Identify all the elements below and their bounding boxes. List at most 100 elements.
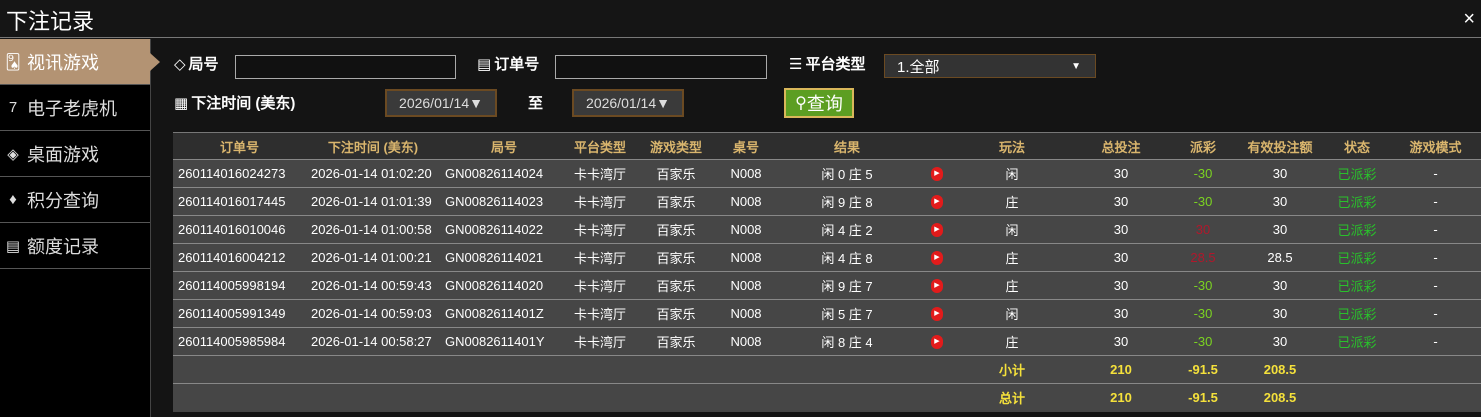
column-header: 有效投注额 [1236,132,1324,160]
empty-cell [1390,383,1481,412]
payout: 30 [1170,215,1236,244]
valid-bet: 30 [1236,271,1324,300]
replay-cell: ▶ [922,243,952,272]
clipboard-icon: ▤ [477,55,492,73]
to-label: 至 [528,95,544,112]
empty-cell [568,355,632,384]
round-id: GN00826114021 [440,243,568,272]
table-row: 260114016017445 2026-01-14 01:01:39 GN0082… [173,187,1481,216]
sidebar-item-0[interactable]: 🂩 视讯游戏 [0,39,160,85]
sidebar-item-3[interactable]: ♦ 积分查询 [0,177,150,223]
date-to-picker[interactable]: 2026/01/14▼ [572,89,684,117]
payout: -30 [1170,327,1236,356]
game-mode: - [1390,243,1481,272]
column-header: 结果 [772,132,922,160]
status: 已派彩 [1324,215,1390,244]
empty-cell [772,383,922,412]
sidebar-item-label: 桌面游戏 [27,144,99,165]
document-icon: ▤ [5,237,21,255]
video-play-icon[interactable]: ▶ [931,195,943,210]
empty-cell [440,355,568,384]
empty-cell [173,383,306,412]
sidebar-item-label: 积分查询 [27,190,99,211]
replay-cell: ▶ [922,327,952,356]
bet-type: 庄 [952,243,1072,272]
bet-type: 庄 [952,187,1072,216]
close-icon[interactable]: × [1463,8,1475,30]
bet-type: 闲 [952,299,1072,328]
column-header: 局号 [440,132,568,160]
sidebar-item-1[interactable]: 7 电子老虎机 [0,85,150,131]
empty-cell [922,383,952,412]
total-bet: 30 [1072,299,1170,328]
column-header: 下注时间 (美东) [306,132,440,160]
result: 闲 5 庄 7 [772,299,922,328]
sidebar-item-2[interactable]: ◈ 桌面游戏 [0,131,150,177]
column-header: 平台类型 [568,132,632,160]
empty-cell [568,383,632,412]
platform: 卡卡湾厅 [568,243,632,272]
empty-cell [720,355,772,384]
game-type: 百家乐 [632,159,720,188]
query-button[interactable]: ⚲ 查询 [784,88,854,118]
subtotal-valid-bet: 208.5 [1236,355,1324,384]
payout: -30 [1170,299,1236,328]
video-play-icon[interactable]: ▶ [931,279,943,294]
order-id: 260114005985984 [173,327,306,356]
replay-cell: ▶ [922,187,952,216]
empty-cell [440,383,568,412]
bet-time: 2026-01-14 01:00:58 [306,215,440,244]
tag-icon: ◇ [174,55,186,73]
valid-bet: 30 [1236,215,1324,244]
video-play-icon[interactable]: ▶ [931,307,943,322]
column-header: 游戏类型 [632,132,720,160]
table-no: N008 [720,215,772,244]
table-row: 260114005985984 2026-01-14 00:58:27 GN0082… [173,327,1481,356]
round-id: GN0082611401Z [440,299,568,328]
video-play-icon[interactable]: ▶ [931,251,943,266]
diamond-icon: ♦ [9,191,17,208]
round-id: GN00826114022 [440,215,568,244]
video-play-icon[interactable]: ▶ [931,167,943,182]
order-label: ▤ 订单号 [477,55,540,74]
total-label: 总计 [952,383,1072,412]
video-play-icon[interactable]: ▶ [931,223,943,238]
platform: 卡卡湾厅 [568,299,632,328]
order-input[interactable] [555,55,767,79]
dice-icon: ◈ [7,145,19,163]
empty-cell [173,355,306,384]
table-no: N008 [720,159,772,188]
search-icon: ⚲ [795,95,807,112]
sidebar-item-4[interactable]: ▤ 额度记录 [0,223,150,269]
result: 闲 8 庄 4 [772,327,922,356]
total-total-bet: 210 [1072,383,1170,412]
round-input[interactable] [235,55,456,79]
game-type: 百家乐 [632,187,720,216]
game-type: 百家乐 [632,243,720,272]
bet-time: 2026-01-14 01:01:39 [306,187,440,216]
game-mode: - [1390,299,1481,328]
empty-cell [632,383,720,412]
bet-time: 2026-01-14 00:58:27 [306,327,440,356]
order-id: 260114005991349 [173,299,306,328]
platform-select[interactable]: 1.全部 ▼ [884,54,1096,78]
date-from-picker[interactable]: 2026/01/14▼ [385,89,497,117]
valid-bet: 30 [1236,159,1324,188]
video-play-icon[interactable]: ▶ [931,335,943,350]
payout: -30 [1170,187,1236,216]
round-id: GN00826114023 [440,187,568,216]
payout: -30 [1170,271,1236,300]
round-id: GN00826114020 [440,271,568,300]
total-bet: 30 [1072,271,1170,300]
valid-bet: 28.5 [1236,243,1324,272]
empty-cell [922,355,952,384]
game-mode: - [1390,327,1481,356]
empty-cell [632,355,720,384]
time-label: ▦ 下注时间 (美东) [174,94,296,113]
total-bet: 30 [1072,159,1170,188]
table-row: 260114005998194 2026-01-14 00:59:43 GN0082… [173,271,1481,300]
bet-time: 2026-01-14 00:59:43 [306,271,440,300]
game-type: 百家乐 [632,271,720,300]
total-valid-bet: 208.5 [1236,383,1324,412]
empty-cell [720,383,772,412]
